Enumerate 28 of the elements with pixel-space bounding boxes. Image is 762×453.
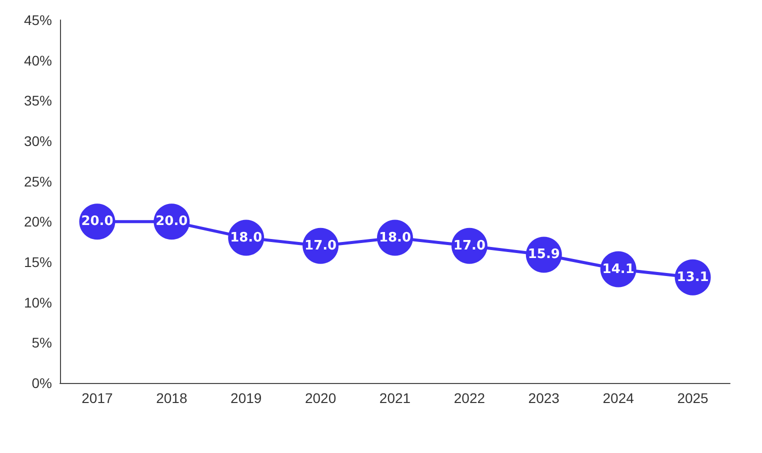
data-label: 20.0 (81, 214, 114, 230)
y-tick-label: 0% (32, 375, 52, 391)
data-label: 15.9 (528, 247, 560, 262)
x-tick-label: 2018 (156, 390, 188, 406)
y-tick-label: 15% (24, 254, 52, 270)
x-tick-label: 2019 (230, 390, 262, 406)
y-tick-label: 5% (32, 334, 52, 351)
x-tick-label: 2020 (304, 390, 336, 406)
data-label: 18.0 (230, 230, 262, 246)
data-label: 18.0 (378, 230, 412, 246)
x-tick-label: 2025 (677, 390, 709, 406)
x-tick-label: 2023 (528, 390, 560, 406)
y-tick-label: 45% (24, 12, 52, 28)
data-label: 14.1 (602, 262, 634, 277)
y-tick-label: 40% (24, 52, 52, 68)
x-tick-label: 2022 (454, 390, 486, 406)
data-label: 17.0 (304, 238, 337, 254)
data-label: 13.1 (676, 270, 709, 285)
y-tick-label: 10% (24, 294, 52, 310)
x-tick-label: 2017 (82, 390, 113, 406)
y-tick-label: 20% (24, 214, 52, 230)
y-tick-label: 25% (24, 173, 52, 190)
y-tick-label: 35% (24, 92, 52, 109)
x-tick-label: 2024 (602, 390, 634, 406)
x-tick-label: 2021 (379, 390, 411, 406)
data-label: 17.0 (453, 238, 486, 254)
y-tick-label: 30% (24, 133, 52, 149)
data-label: 20.0 (156, 214, 188, 230)
